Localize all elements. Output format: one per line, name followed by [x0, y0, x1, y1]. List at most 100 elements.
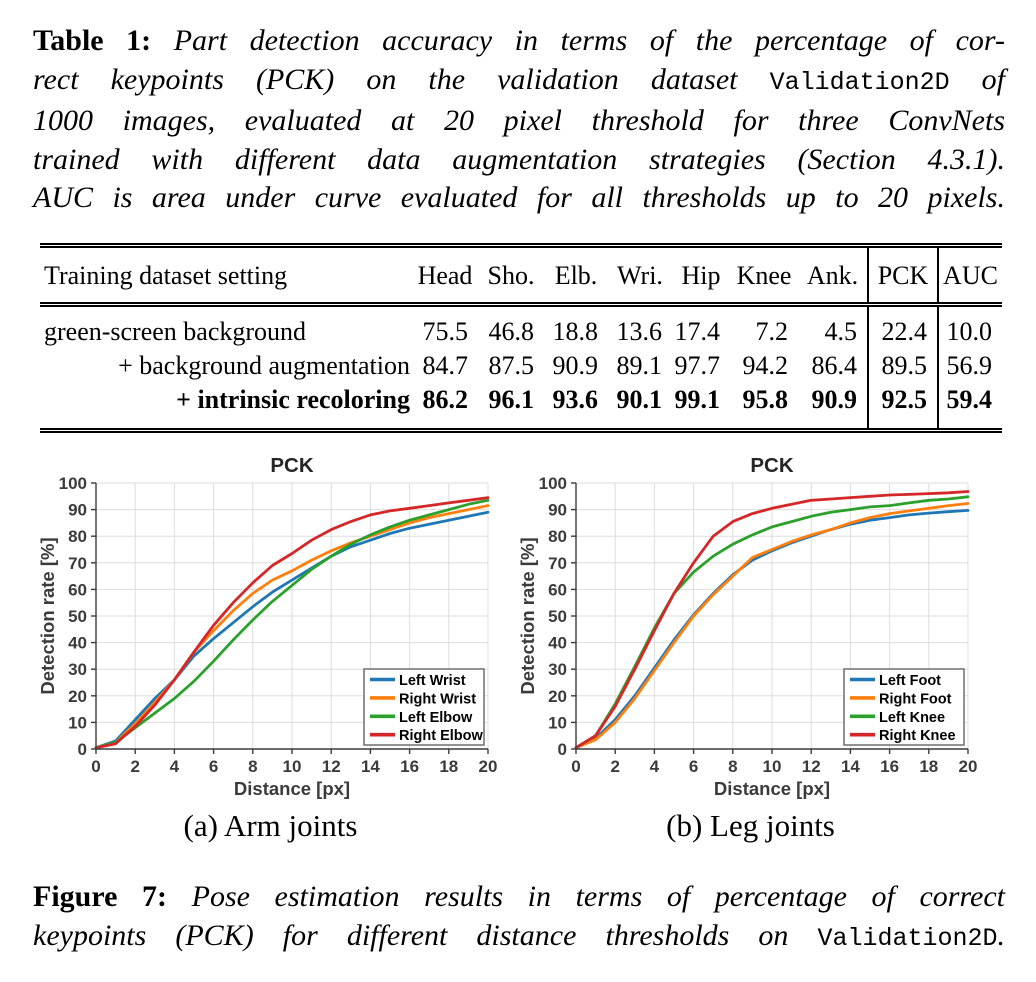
caption-text: .: [997, 918, 1006, 952]
legend-label: Left Foot: [879, 673, 941, 689]
column-header: Head: [412, 245, 478, 307]
table-row: + intrinsic recoloring 86.2 96.1 93.6 90.1 99…: [40, 383, 1002, 431]
svg-text:100: 100: [59, 474, 87, 493]
pck-results-table: Training dataset setting Head Sho. Elb. Wri.…: [40, 243, 1002, 433]
series-left-elbow: [94, 498, 490, 750]
svg-text:6: 6: [209, 757, 218, 776]
svg-text:2: 2: [130, 757, 139, 776]
svg-text:60: 60: [68, 580, 87, 599]
value-cell: 90.9: [811, 385, 858, 414]
svg-text:0: 0: [91, 757, 100, 776]
caption-label: Table 1:: [33, 24, 152, 57]
svg-text:70: 70: [68, 554, 87, 573]
tick-labels: 0 2 4 6 8 10 12 14 16 18 20 0 10 20 30 40 50 60 70 80 90 100: [539, 474, 978, 776]
tick-labels: 0 2 4 6 8 10 12 14 16 18 20 0 10 20 30 40 50 60 70 80 90 100: [59, 474, 498, 776]
legend: Left Wrist Right Wrist Left Elbow Right Elb…: [363, 668, 485, 746]
value-cell: 86.4: [811, 351, 858, 380]
svg-text:14: 14: [361, 757, 380, 776]
x-axis-label: Distance [px]: [714, 778, 830, 799]
subcaption-arm-joints: (a) Arm joints: [183, 808, 358, 843]
svg-text:2: 2: [610, 757, 619, 776]
svg-text:30: 30: [548, 660, 567, 679]
svg-text:20: 20: [479, 757, 498, 776]
svg-text:20: 20: [68, 687, 87, 706]
mono-dataset-name: Validation2D: [817, 923, 998, 953]
legend: Left Foot Right Foot Left Knee Right Knee: [843, 668, 965, 746]
value-cell: 17.4: [674, 317, 721, 346]
series-right-knee: [574, 490, 970, 750]
caption-text: 1000 images, evaluated at 20 pixel thres…: [33, 104, 1005, 137]
column-header: Knee: [730, 245, 798, 307]
caption-text: AUC is area under curve evaluated for al…: [33, 181, 1005, 214]
svg-text:0: 0: [571, 757, 580, 776]
caption-line: keypoints (PCK) for different distance t…: [33, 917, 1005, 959]
chart-title: PCK: [270, 454, 313, 477]
table-row: + background augmentation 84.7 87.5 90.9 89.…: [40, 349, 1002, 383]
value-cell: 84.7: [422, 351, 469, 380]
svg-text:8: 8: [248, 757, 257, 776]
series-right-elbow: [94, 496, 490, 750]
svg-text:100: 100: [539, 474, 567, 493]
setting-cell: + background augmentation: [118, 351, 410, 380]
value-cell: 93.6: [552, 385, 599, 414]
svg-text:12: 12: [802, 757, 821, 776]
legend-label: Left Knee: [879, 710, 945, 726]
value-cell: 92.5: [867, 383, 938, 431]
svg-text:90: 90: [68, 501, 87, 520]
caption-line: 1000 images, evaluated at 20 pixel thres…: [33, 102, 1005, 141]
figure-caption: Figure 7: Pose estimation results in ter…: [33, 878, 1005, 958]
caption-line: AUC is area under curve evaluated for al…: [33, 179, 1005, 218]
caption-line: rect keypoints (PCK) on the validation d…: [33, 61, 1005, 103]
svg-text:10: 10: [763, 757, 782, 776]
svg-text:20: 20: [959, 757, 978, 776]
column-header: Elb.: [544, 245, 608, 307]
pck-chart-arm-svg: 0 2 4 6 8 10 12 14 16 18 20 0 10 20 30 40 50 60 70 80 90 100 P…: [37, 454, 498, 799]
legend-label: Right Knee: [879, 728, 956, 744]
value-cell: 75.5: [422, 317, 469, 346]
legend-label: Right Elbow: [399, 728, 483, 744]
axes: [91, 482, 489, 754]
svg-text:80: 80: [68, 527, 87, 546]
pck-chart-arm-joints: 0 2 4 6 8 10 12 14 16 18 20 0 10 20 30 40 50 60 70 80 90 100 P…: [37, 452, 503, 802]
caption-text: of: [949, 62, 1005, 96]
svg-text:10: 10: [283, 757, 302, 776]
value-cell: 13.6: [616, 317, 663, 346]
value-cell: 90.9: [552, 351, 599, 380]
table-body: green-screen background 75.5 46.8 18.8 13.6 1…: [40, 304, 1002, 431]
value-cell: 96.1: [488, 385, 535, 414]
value-cell: 97.7: [674, 351, 721, 380]
svg-text:40: 40: [548, 634, 567, 653]
table-header-row: Training dataset setting Head Sho. Elb. Wri.…: [40, 245, 1002, 307]
svg-text:16: 16: [880, 757, 899, 776]
x-axis-label: Distance [px]: [234, 778, 350, 799]
svg-text:70: 70: [548, 554, 567, 573]
svg-text:80: 80: [548, 527, 567, 546]
svg-text:8: 8: [728, 757, 737, 776]
series-right-foot: [574, 502, 970, 750]
svg-text:0: 0: [78, 740, 87, 759]
svg-text:0: 0: [558, 740, 567, 759]
y-axis-label: Detection rate [%]: [518, 537, 538, 694]
svg-text:12: 12: [322, 757, 341, 776]
caption-line: Table 1: Part detection accuracy in term…: [33, 22, 1005, 61]
value-cell: 59.4: [937, 383, 1002, 431]
caption-text: keypoints (PCK) for different distance t…: [33, 918, 818, 952]
svg-text:14: 14: [841, 757, 860, 776]
value-cell: 99.1: [674, 385, 721, 414]
value-cell: 22.4: [867, 304, 938, 349]
caption-text: Pose estimation results in terms of perc…: [167, 880, 1005, 913]
value-cell: 87.5: [488, 351, 535, 380]
value-cell: 94.2: [742, 351, 789, 380]
legend-label: Left Wrist: [399, 673, 466, 689]
column-header: AUC: [937, 245, 1002, 307]
table-row: green-screen background 75.5 46.8 18.8 13.6 1…: [40, 304, 1002, 349]
chart-title: PCK: [750, 454, 793, 477]
value-cell: 86.2: [422, 385, 469, 414]
setting-cell: green-screen background: [44, 317, 307, 346]
pck-chart-leg-svg: 0 2 4 6 8 10 12 14 16 18 20 0 10 20 30 40 50 60 70 80 90 100 P…: [517, 454, 978, 799]
svg-text:10: 10: [548, 713, 567, 732]
setting-cell: + intrinsic recoloring: [176, 385, 410, 414]
value-cell: 46.8: [488, 317, 535, 346]
value-cell: 89.1: [616, 351, 663, 380]
svg-text:4: 4: [170, 757, 180, 776]
